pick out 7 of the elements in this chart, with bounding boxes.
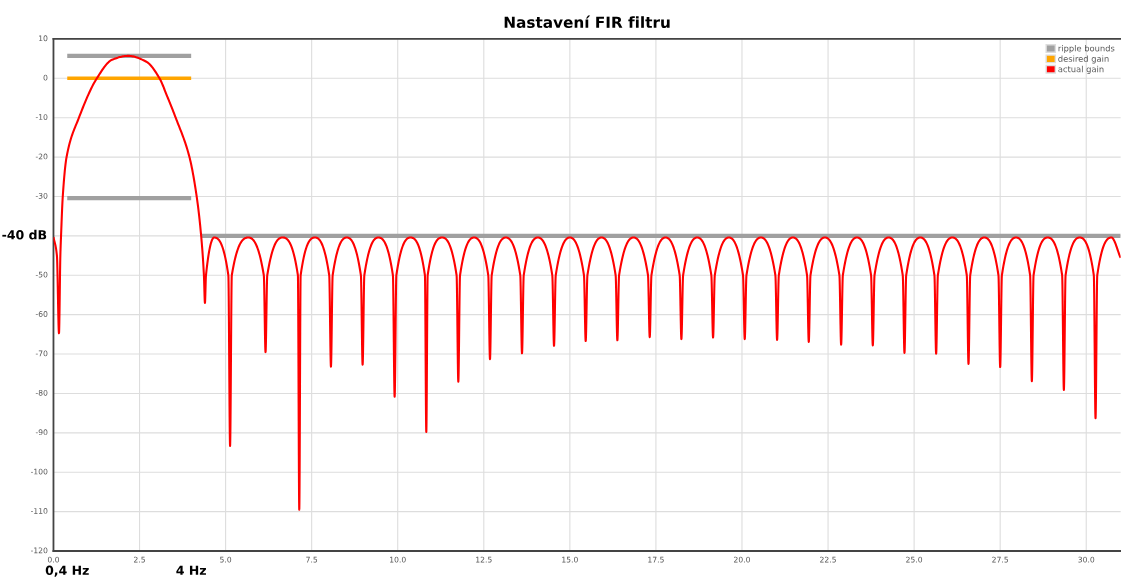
legend-label: desired gain	[1058, 55, 1109, 64]
text: 4 Hz	[176, 565, 206, 575]
legend-label: actual gain	[1058, 65, 1104, 74]
text: -40 dB	[2, 229, 47, 240]
text: 0,4 Hz	[45, 565, 89, 577]
legend-label: ripple bounds	[1058, 45, 1115, 54]
chart-title: Nastavení FIR filtru	[504, 15, 670, 29]
